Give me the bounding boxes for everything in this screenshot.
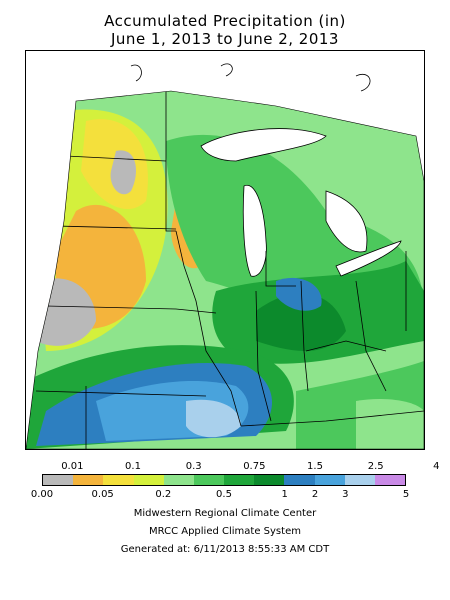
legend-upper-label: 0.3 — [185, 461, 202, 472]
northern-shoreline — [130, 63, 371, 92]
lake-michigan — [242, 184, 267, 277]
credit-organization: Midwestern Regional Climate Center — [133, 508, 317, 519]
legend-upper-label: 0.1 — [125, 461, 141, 472]
lake-erie — [335, 240, 402, 277]
lake-superior — [200, 128, 327, 162]
legend-lower-label: 5 — [402, 489, 410, 500]
legend-swatch-8 — [284, 475, 315, 485]
precip-region-gray-1 — [110, 150, 136, 195]
legend-swatch-0 — [43, 475, 74, 485]
legend-upper-label: 0.01 — [61, 461, 84, 472]
map-subtitle: June 1, 2013 to June 2, 2013 — [111, 30, 339, 48]
legend-upper-label: 1.5 — [307, 461, 323, 472]
precip-region-palest-blue — [186, 399, 241, 438]
credit-system: MRCC Applied Climate System — [149, 526, 301, 537]
legend-swatch-6 — [224, 475, 255, 485]
color-legend — [42, 474, 406, 486]
legend-swatch-9 — [314, 475, 345, 485]
legend-upper-label: 2.5 — [367, 461, 384, 472]
legend-swatch-11 — [374, 475, 406, 485]
precipitation-map — [25, 50, 425, 450]
precip-region-darkgreen — [256, 293, 346, 351]
map-title: Accumulated Precipitation (in) — [104, 12, 346, 30]
legend-upper-label: 4 — [433, 461, 440, 472]
legend-lower-label: 0.05 — [91, 489, 114, 500]
legend-lower-label: 1 — [281, 489, 288, 500]
map-canvas — [26, 63, 424, 449]
legend-swatch-4 — [163, 475, 194, 485]
legend-swatch-5 — [193, 475, 225, 485]
legend-lower-label: 0.00 — [30, 489, 54, 500]
state-boundaries — [35, 91, 424, 449]
legend-swatch-2 — [103, 475, 134, 485]
legend-lower-label: 2 — [311, 489, 319, 500]
credit-generated: Generated at: 6/11/2013 8:55:33 AM CDT — [120, 544, 330, 555]
legend-lower-label: 0.5 — [216, 489, 232, 500]
map-boundary — [26, 90, 424, 449]
legend-swatch-3 — [133, 475, 164, 485]
legend-lower-label: 3 — [342, 489, 349, 500]
legend-lower-label: 0.2 — [155, 489, 172, 500]
legend-upper-label: 0.75 — [243, 461, 266, 472]
legend-swatch-1 — [73, 475, 104, 485]
precip-region-se-lightgreen — [356, 399, 424, 449]
legend-swatch-7 — [254, 475, 285, 485]
lake-huron — [325, 190, 368, 253]
legend-swatch-10 — [344, 475, 375, 485]
